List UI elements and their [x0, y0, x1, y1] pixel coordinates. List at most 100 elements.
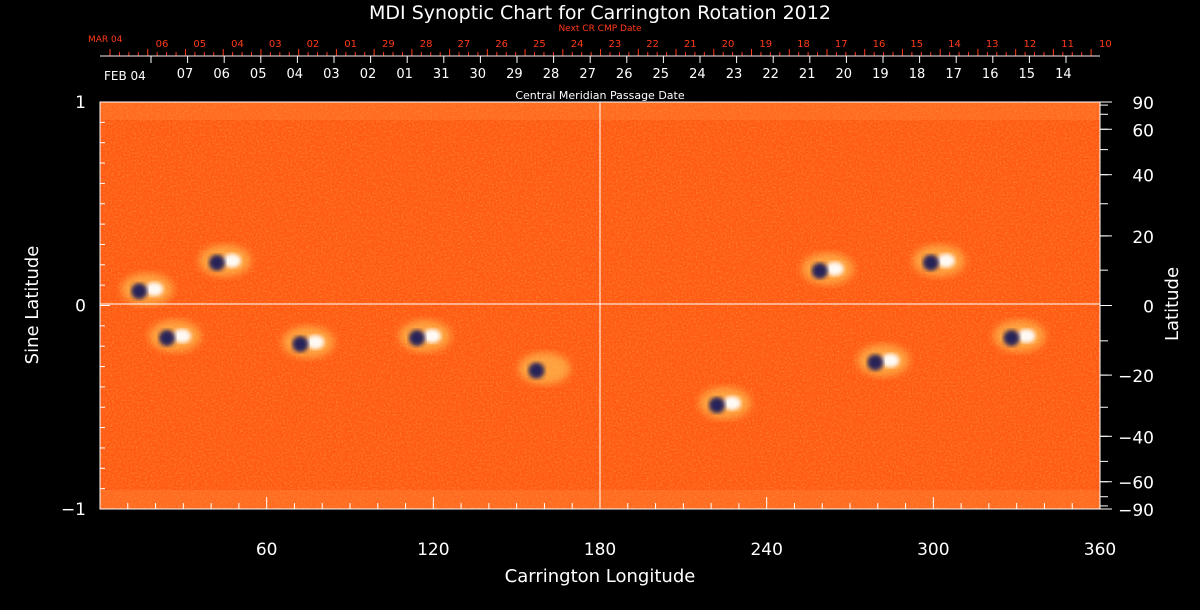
cmp-axis-label: Central Meridian Passage Date	[515, 89, 684, 102]
cmp-day-label: 24	[689, 67, 706, 82]
x-axis-label: Carrington Longitude	[505, 566, 696, 587]
next-cr-day-label: 17	[835, 39, 848, 50]
cmp-day-label: 03	[323, 67, 340, 82]
next-cr-day-label: 05	[193, 39, 206, 50]
next-cr-day-label: 03	[269, 39, 282, 50]
right-axis-tick-label: −90	[1118, 501, 1154, 521]
cmp-day-label: 14	[1055, 67, 1072, 82]
cmp-day-label: 01	[396, 67, 413, 82]
cmp-day-label: 06	[213, 67, 230, 82]
next-cr-day-label: 20	[722, 39, 735, 50]
cmp-day-label: 31	[433, 67, 450, 82]
magnetogram-map	[99, 101, 1101, 510]
next-cr-day-label: 01	[344, 39, 357, 50]
next-cr-day-label: 22	[646, 39, 659, 50]
next-cr-day-label: 11	[1061, 39, 1074, 50]
cmp-day-label: 28	[543, 67, 560, 82]
active-region	[282, 326, 335, 359]
right-axis-tick-label: 0	[1143, 298, 1154, 318]
negative-polarity-patch	[709, 397, 725, 414]
active-region	[121, 273, 174, 306]
cmp-day-label: 29	[506, 67, 523, 82]
left-axis: 1 0 −1	[61, 93, 110, 520]
next-cr-day-label: 10	[1099, 39, 1112, 50]
cmp-day-label: 17	[945, 67, 962, 82]
region-halo	[518, 352, 571, 385]
negative-polarity-patch	[409, 330, 425, 347]
negative-polarity-patch	[867, 354, 884, 371]
positive-polarity-patch	[936, 253, 955, 268]
cmp-day-label: 25	[653, 67, 670, 82]
cmp-date-axis: 07 06 05 04 03 02 01 31 30 29 28 27 26 25 24 23 22 21 20 19…	[100, 55, 1100, 82]
bottom-axis: 60 120 180 240 300 360	[99, 497, 1116, 560]
active-region	[199, 244, 251, 277]
next-cr-day-label: 26	[495, 39, 508, 50]
negative-polarity-patch	[131, 283, 148, 300]
positive-polarity-patch	[881, 353, 900, 368]
positive-polarity-patch	[306, 335, 325, 350]
cmp-day-label: 15	[1019, 67, 1036, 82]
cmp-day-label: 16	[982, 67, 999, 82]
cmp-day-label: 18	[909, 67, 926, 82]
positive-polarity-patch	[173, 329, 191, 344]
next-cr-day-label: 12	[1024, 39, 1037, 50]
positive-polarity-patch	[825, 261, 844, 276]
right-axis: 90 60 40 20 0 −20 −40 −60 −90	[1100, 94, 1154, 521]
next-cr-day-label: 06	[156, 39, 169, 50]
next-cr-day-label: 04	[231, 39, 244, 50]
next-cr-day-label: 15	[910, 39, 923, 50]
next-cr-axis-label: Next CR CMP Date	[558, 24, 642, 34]
negative-polarity-patch	[209, 254, 225, 271]
bottom-axis-tick-label: 300	[917, 540, 949, 560]
cmp-day-label: 07	[177, 67, 194, 82]
bottom-axis-tick-label: 240	[750, 540, 782, 560]
cmp-day-label: 22	[762, 67, 779, 82]
positive-polarity-patch	[1017, 329, 1036, 344]
active-region	[399, 320, 451, 353]
next-cr-day-label: 02	[307, 39, 320, 50]
right-axis-tick-label: 40	[1132, 167, 1154, 187]
active-region	[993, 320, 1046, 353]
next-cr-day-label: 19	[759, 39, 772, 50]
cmp-day-label: 04	[287, 67, 304, 82]
next-cr-day-label: 18	[797, 39, 810, 50]
y-axis-label-right: Latitude	[1162, 267, 1183, 341]
right-axis-tick-label: 20	[1132, 228, 1154, 248]
cmp-day-label: 27	[579, 67, 596, 82]
next-cr-day-label: 25	[533, 39, 546, 50]
cmp-day-label: 23	[726, 67, 743, 82]
cmp-day-label: 21	[799, 67, 816, 82]
next-cr-date-axis: 06 05 04 03 02 01 29 28 27 26 25 24 23 22 21 20 19 18 17 16…	[100, 39, 1112, 57]
next-cr-day-label: 13	[986, 39, 999, 50]
next-cr-day-label: 29	[382, 39, 395, 50]
next-cr-start-label: MAR 04	[88, 35, 123, 45]
active-region	[857, 344, 910, 377]
bottom-axis-tick-label: 60	[256, 540, 278, 560]
active-region	[699, 387, 751, 420]
positive-polarity-patch	[423, 329, 441, 344]
next-cr-day-label: 16	[873, 39, 886, 50]
cmp-day-label: 19	[872, 67, 889, 82]
right-axis-tick-label: 90	[1132, 94, 1154, 114]
positive-polarity-patch	[145, 282, 164, 297]
active-regions	[121, 244, 1046, 420]
active-region	[518, 352, 571, 385]
negative-polarity-patch	[292, 336, 309, 353]
positive-polarity-patch	[223, 253, 241, 268]
next-cr-day-label: 27	[458, 39, 471, 50]
cmp-day-label: 20	[836, 67, 853, 82]
right-axis-tick-label: 60	[1132, 121, 1154, 141]
next-cr-day-label: 28	[420, 39, 433, 50]
positive-polarity-patch	[723, 396, 741, 411]
right-axis-tick-label: −20	[1118, 367, 1154, 387]
cmp-day-label: 30	[470, 67, 487, 82]
negative-polarity-patch	[159, 330, 175, 347]
y-axis-label-left: Sine Latitude	[22, 246, 43, 365]
cmp-day-label: 02	[360, 67, 377, 82]
active-region	[801, 252, 854, 285]
left-axis-tick-label: 0	[75, 297, 86, 317]
negative-polarity-patch	[811, 262, 828, 279]
bottom-axis-tick-label: 180	[584, 540, 616, 560]
left-axis-tick-label: 1	[75, 93, 86, 113]
